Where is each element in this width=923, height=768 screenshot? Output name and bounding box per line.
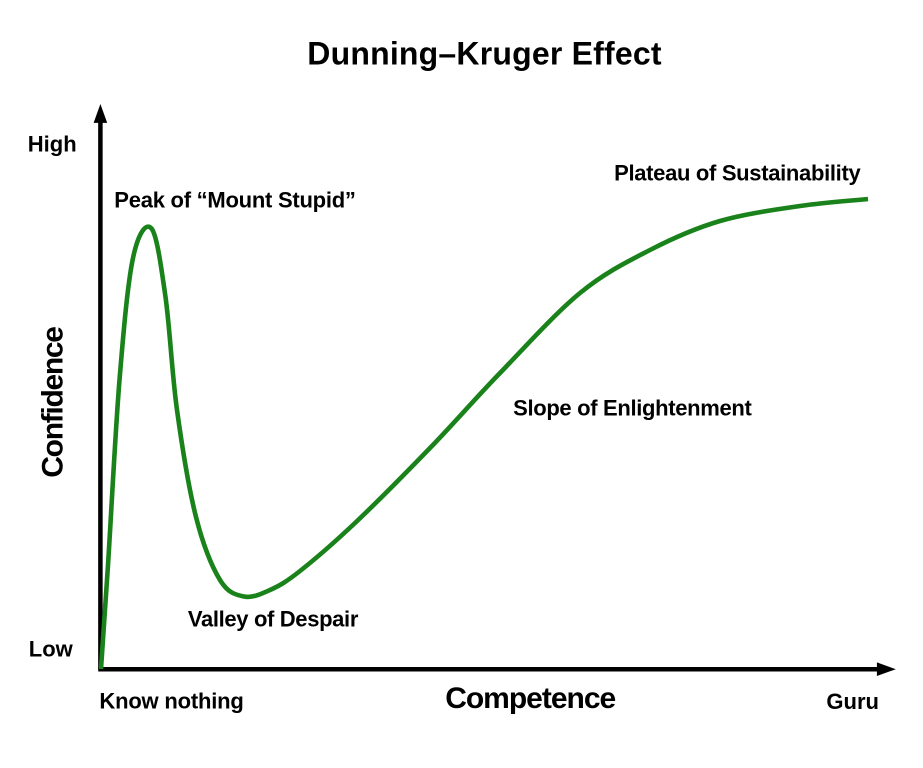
svg-text:Low: Low: [29, 637, 74, 662]
svg-text:High: High: [28, 132, 77, 157]
svg-text:Plateau of Sustainability: Plateau of Sustainability: [614, 160, 861, 185]
svg-text:Dunning–Kruger Effect: Dunning–Kruger Effect: [307, 36, 662, 72]
svg-text:Competence: Competence: [445, 682, 615, 715]
svg-text:Confidence: Confidence: [37, 327, 70, 478]
svg-text:Know nothing: Know nothing: [99, 689, 243, 714]
svg-text:Valley of Despair: Valley of Despair: [188, 607, 359, 632]
svg-text:Peak of “Mount Stupid”: Peak of “Mount Stupid”: [114, 187, 355, 212]
svg-text:Slope of Enlightenment: Slope of Enlightenment: [513, 396, 752, 421]
svg-text:Guru: Guru: [826, 689, 879, 714]
